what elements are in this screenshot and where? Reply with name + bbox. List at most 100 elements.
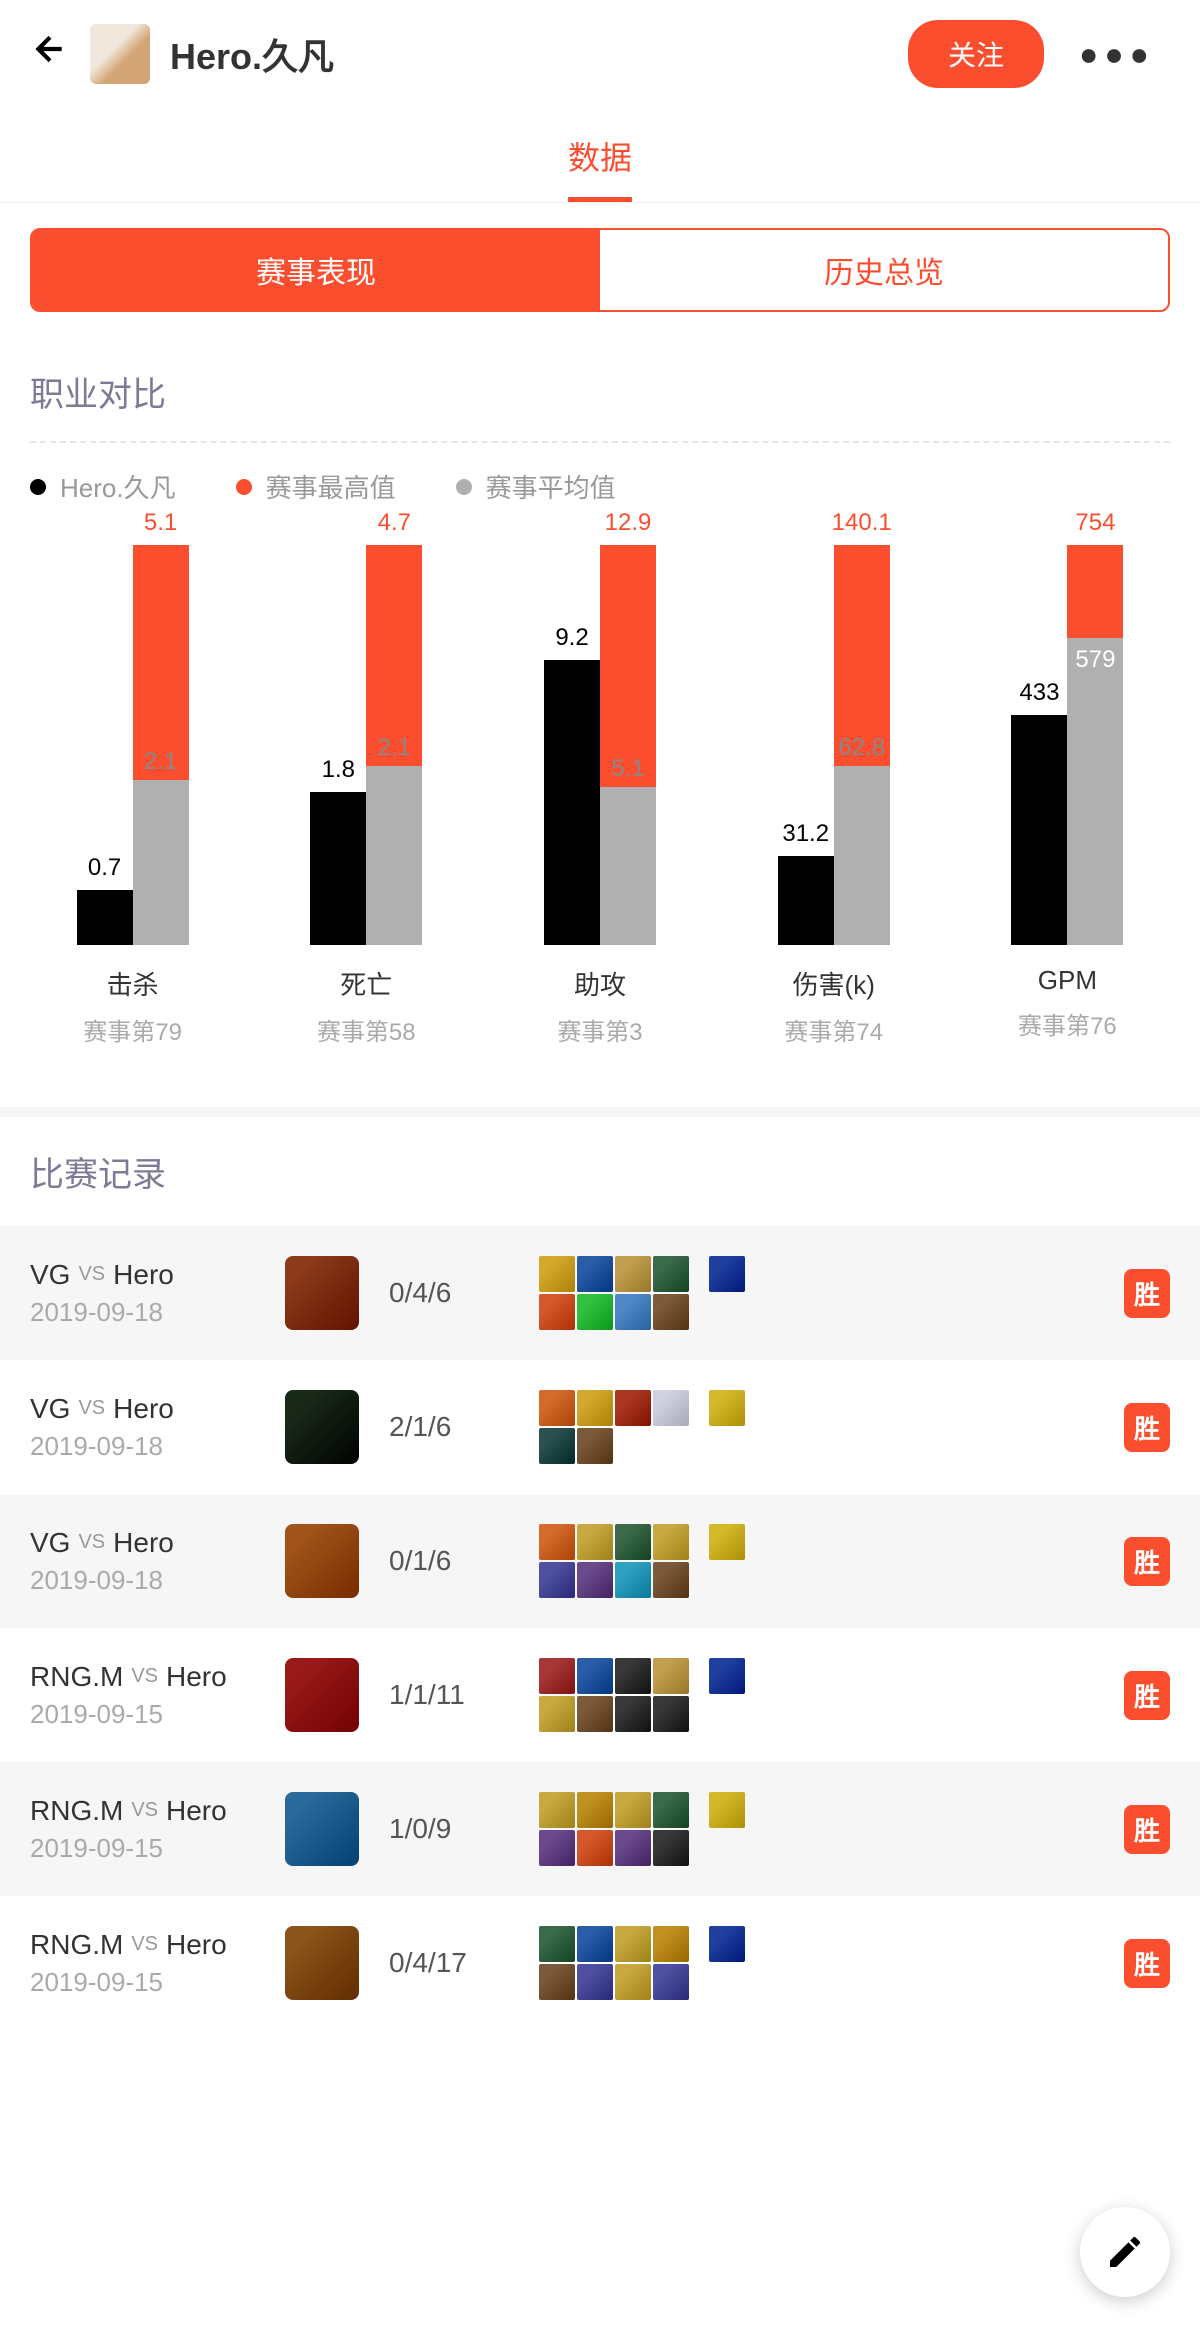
bar-value-max: 140.1 [832,509,892,537]
item-icon [615,1926,651,1962]
item-icon [577,1256,613,1292]
result-badge: 胜 [1124,1805,1170,1854]
item-icon [615,1792,651,1828]
back-icon[interactable] [30,29,70,79]
team2: Hero [166,1795,227,1827]
legend-max: 赛事最高值 [236,468,396,505]
bar-player: 31.2 [778,856,834,945]
bar-max: 5.1 2.1 [133,545,189,945]
match-row[interactable]: RNG.M VS Hero 2019-09-15 0/4/17 胜 [0,1896,1200,2030]
match-date: 2019-09-15 [30,1967,285,1998]
match-row[interactable]: VG VS Hero 2019-09-18 2/1/6 胜 [0,1360,1200,1494]
match-date: 2019-09-15 [30,1833,285,1864]
match-info: VG VS Hero 2019-09-18 [30,1259,285,1328]
legend-dot-max [236,479,252,495]
bar-value-player: 1.8 [322,756,355,784]
bar-category-label: 击杀 [107,965,159,1002]
match-teams: RNG.M VS Hero [30,1929,285,1961]
bar-category-label: 伤害(k) [793,965,875,1002]
kda-label: 0/4/17 [389,1947,539,1979]
item-grid [539,1658,689,1732]
bar-value-avg: 62.8 [838,734,885,762]
item-icon [653,1696,689,1732]
item-icon [615,1562,651,1598]
item-icon [539,1428,575,1464]
item-icon [577,1830,613,1866]
match-teams: VG VS Hero [30,1393,285,1425]
bar-avg: 579 [1067,638,1123,945]
bar-value-player: 433 [1019,679,1059,707]
item-icon [653,1524,689,1560]
follow-button[interactable]: 关注 [908,20,1044,88]
items-block [539,1926,899,2000]
item-icon [615,1964,651,2000]
bar-player: 0.7 [77,890,133,945]
more-icon[interactable]: ●●● [1064,36,1170,73]
item-icon [577,1658,613,1694]
team2: Hero [166,1929,227,1961]
legend-label-max: 赛事最高值 [266,468,396,505]
extra-item-icon [709,1926,745,1962]
item-icon [615,1256,651,1292]
match-info: RNG.M VS Hero 2019-09-15 [30,1929,285,1998]
item-icon [653,1926,689,1962]
player-avatar[interactable] [90,24,150,84]
bar-group: 9.2 12.9 5.1 助攻 赛事第3 [497,545,702,1047]
item-icon [615,1524,651,1560]
bar-max: 12.9 5.1 [600,545,656,945]
match-row[interactable]: VG VS Hero 2019-09-18 0/1/6 胜 [0,1494,1200,1628]
item-empty [653,1428,689,1464]
hero-portrait [285,1926,359,2000]
match-teams: VG VS Hero [30,1527,285,1559]
extra-item-icon [709,1792,745,1828]
result-badge: 胜 [1124,1939,1170,1988]
item-icon [577,1696,613,1732]
item-grid [539,1926,689,2000]
match-list: VG VS Hero 2019-09-18 0/4/6 胜 VG VS Hero… [0,1226,1200,2030]
bar-avg: 2.1 [133,780,189,945]
vs-label: VS [131,1933,158,1956]
item-icon [653,1658,689,1694]
match-row[interactable]: RNG.M VS Hero 2019-09-15 1/1/11 胜 [0,1628,1200,1762]
team1: RNG.M [30,1795,123,1827]
match-date: 2019-09-15 [30,1699,285,1730]
match-info: RNG.M VS Hero 2019-09-15 [30,1795,285,1864]
result-badge: 胜 [1124,1269,1170,1318]
bar-group: 31.2 140.1 62.8 伤害(k) 赛事第74 [731,545,936,1047]
legend-player: Hero.久凡 [30,468,176,505]
match-teams: VG VS Hero [30,1259,285,1291]
bar-category-label: 死亡 [340,965,392,1002]
team1: VG [30,1527,70,1559]
legend-avg: 赛事平均值 [456,468,616,505]
team2: Hero [113,1527,174,1559]
extra-item-icon [709,1524,745,1560]
tab-data[interactable]: 数据 [568,133,632,202]
items-block [539,1256,899,1330]
segment-history[interactable]: 历史总览 [600,230,1168,310]
item-icon [539,1792,575,1828]
team1: VG [30,1259,70,1291]
edit-fab[interactable] [1080,2207,1170,2297]
item-icon [577,1390,613,1426]
item-icon [653,1792,689,1828]
bar-value-player: 0.7 [88,854,121,882]
kda-label: 1/1/11 [389,1679,539,1711]
vs-label: VS [131,1665,158,1688]
team1: RNG.M [30,1929,123,1961]
item-icon [539,1696,575,1732]
match-row[interactable]: RNG.M VS Hero 2019-09-15 1/0/9 胜 [0,1762,1200,1896]
chart-legend: Hero.久凡 赛事最高值 赛事平均值 [0,468,1200,545]
match-row[interactable]: VG VS Hero 2019-09-18 0/4/6 胜 [0,1226,1200,1360]
tab-header: 数据 [0,108,1200,203]
item-empty [615,1428,651,1464]
bar-rank-label: 赛事第3 [557,1012,642,1047]
vs-label: VS [78,1397,105,1420]
item-icon [653,1256,689,1292]
segment-performance[interactable]: 赛事表现 [32,230,600,310]
bar-max: 4.7 2.1 [366,545,422,945]
bar-value-max: 4.7 [378,509,411,537]
bar-avg: 62.8 [834,766,890,945]
hero-portrait [285,1256,359,1330]
bar-player: 1.8 [310,792,366,945]
team1: VG [30,1393,70,1425]
